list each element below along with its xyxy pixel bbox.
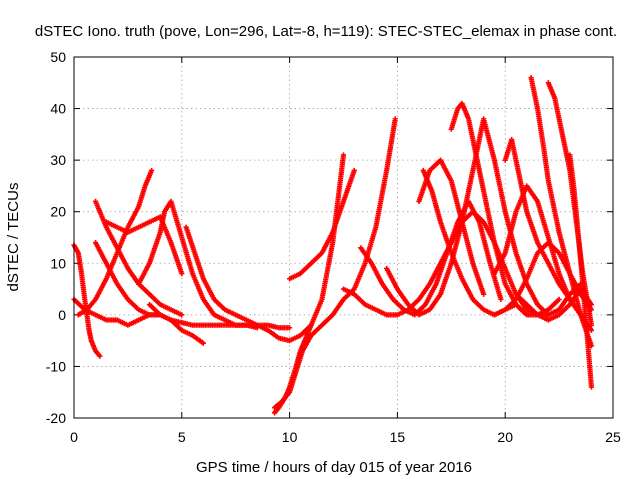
y-axis-title: dSTEC / TECUs [5,183,22,292]
series-11 [271,322,314,416]
x-axis-title: GPS time / hours of day 015 of year 2016 [196,459,472,476]
x-tick-label: 20 [497,429,513,445]
x-tick-label: 10 [282,429,298,445]
y-tick-label: 10 [50,255,66,271]
series-3 [75,167,155,318]
data-point [351,167,357,174]
y-tick-label: 20 [50,204,66,220]
series-14 [358,198,504,318]
data-point [179,271,185,277]
data-point [149,167,155,174]
data-point [481,291,487,297]
data-point [588,322,595,328]
y-tick-label: 50 [50,49,66,65]
y-tick-label: 0 [58,307,66,323]
y-tick-label: -20 [46,410,66,426]
chart-title: dSTEC Iono. truth (pove, Lon=296, Lat=-8… [35,23,617,40]
series-6 [92,240,163,318]
x-tick-label: 5 [178,429,186,445]
data-point [97,353,103,359]
series-12 [287,167,357,282]
series-24 [491,240,595,318]
data-point [556,296,562,302]
data-point [545,312,551,318]
x-tick-label: 0 [70,429,78,445]
plot-frame [73,56,614,419]
x-tick-label: 15 [390,429,406,445]
data-point [588,327,595,333]
data-point [308,322,314,328]
y-tick-label: -10 [46,358,66,374]
data-point [588,307,595,313]
grid [74,57,613,418]
data-point [200,340,206,346]
x-tick-label: 25 [605,429,621,445]
data-point [588,384,595,390]
data-point [179,312,185,318]
series-15 [384,116,551,318]
data-point [340,152,347,158]
data-point [588,301,595,308]
data-point [498,296,504,302]
y-axis-ticks: -20 -10 0 10 20 30 40 50 [46,49,613,426]
series-8 [183,224,293,331]
data-series [71,75,595,416]
data-point [287,325,293,331]
y-tick-label: 40 [50,101,66,117]
y-tick-label: 30 [50,152,66,168]
data-point [392,116,398,122]
series-25 [513,286,595,323]
series-9 [146,152,347,344]
series-18 [416,157,487,297]
series-4 [92,198,185,318]
x-axis-ticks: 0 5 10 15 20 25 [70,57,621,445]
